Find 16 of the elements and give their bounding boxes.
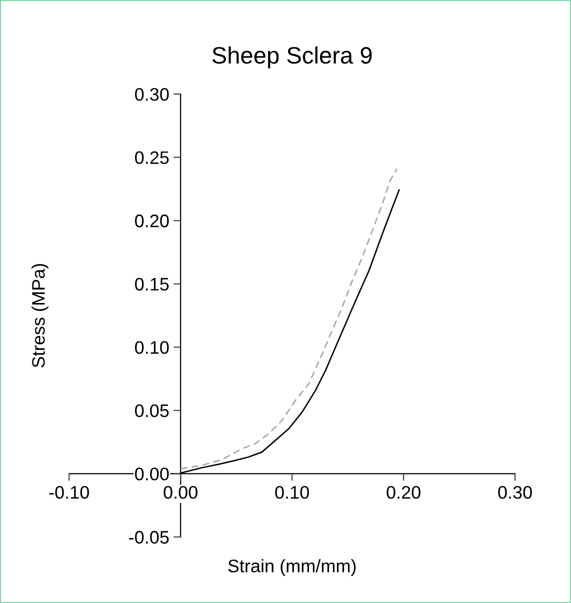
y-tick-label: -0.05 [129, 530, 169, 544]
y-tick-label: 0.10 [135, 341, 169, 354]
x-tick-label: 0.10 [275, 486, 309, 499]
y-tick-label: 0.00 [135, 468, 169, 480]
y-tick-label: 0.25 [135, 151, 169, 164]
y-tick-label: 0.05 [135, 404, 169, 418]
x-tick-label: 0.30 [498, 486, 532, 499]
y-tick-label: 0.15 [135, 278, 169, 291]
x-axis-title: Strain (mm/mm) [228, 559, 356, 576]
y-axis-title: Stress (MPa) [32, 264, 48, 368]
x-tick-label: 0.00 [164, 486, 198, 499]
y-tick-label: 0.20 [135, 214, 169, 228]
chart-title: Sheep Sclera 9 [212, 46, 372, 68]
y-tick-label: 0.30 [135, 88, 169, 101]
x-tick-label: -0.10 [49, 486, 89, 499]
x-tick-label: 0.20 [386, 486, 420, 499]
